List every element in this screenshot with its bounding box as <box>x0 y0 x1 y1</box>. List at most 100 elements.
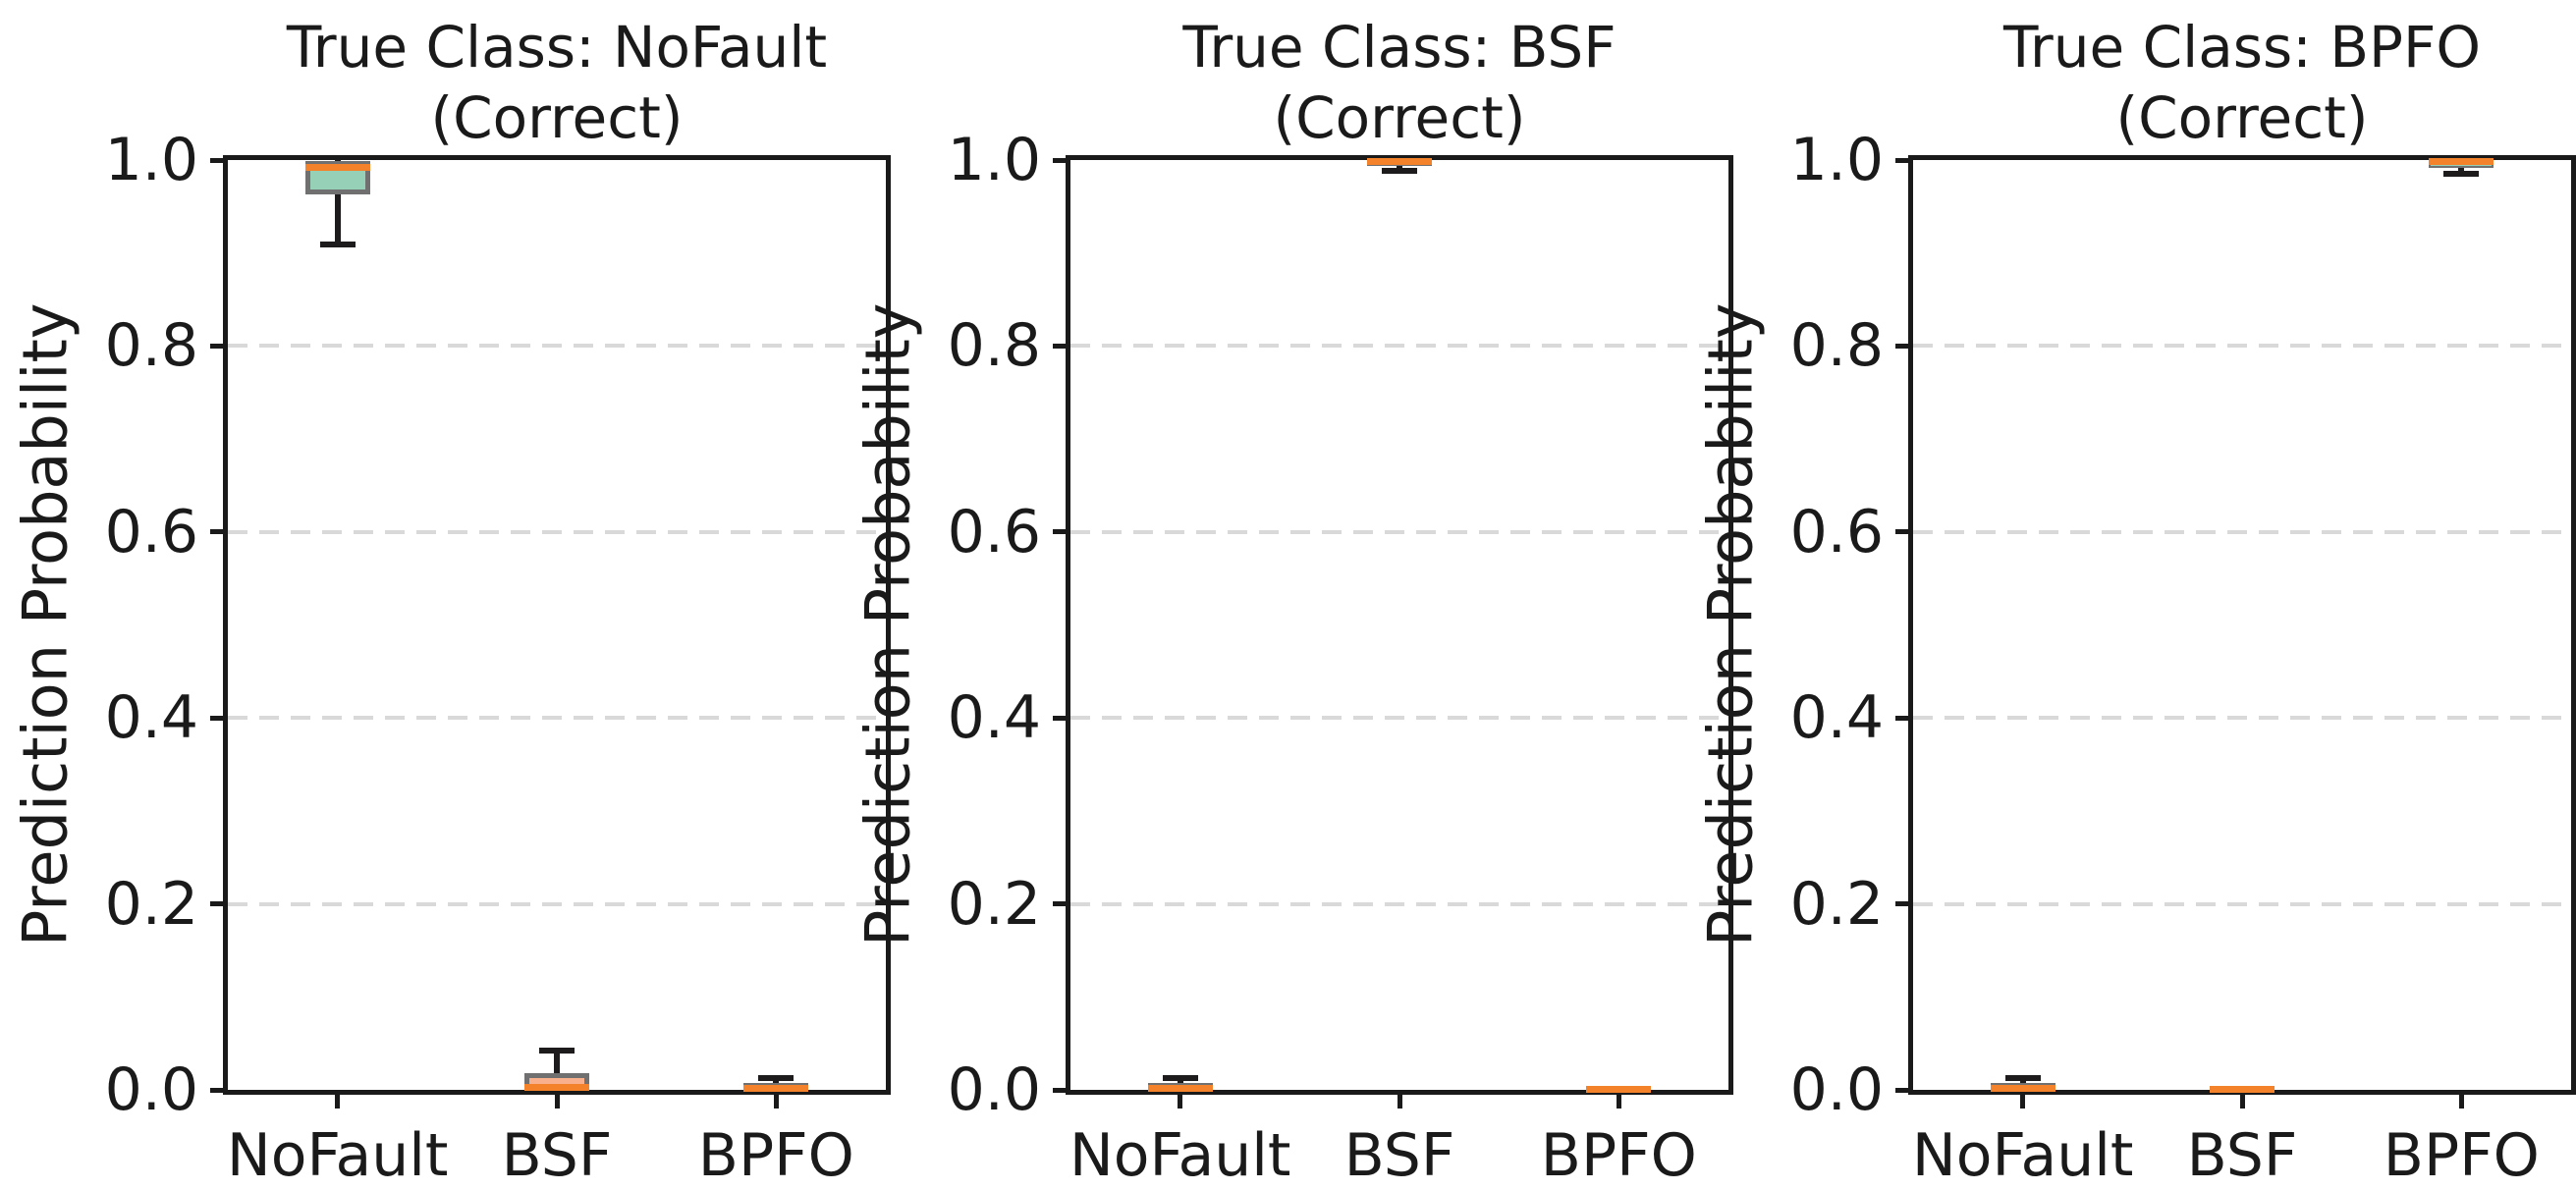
y-tick-label: 0.2 <box>1789 869 1884 939</box>
y-tick-label: 0.0 <box>1789 1055 1884 1124</box>
whisker <box>2019 1077 2026 1084</box>
whisker-cap <box>539 1048 575 1055</box>
subplot-title: True Class: NoFault (Correct) <box>223 12 891 153</box>
y-tick-label: 0.4 <box>947 683 1041 753</box>
y-tick-label: 0.0 <box>947 1055 1041 1124</box>
x-tick-label: NoFault <box>1069 1121 1291 1190</box>
gridline <box>1070 901 1728 906</box>
box <box>1990 1083 2055 1090</box>
median-line <box>1147 1084 1213 1092</box>
box <box>2429 160 2494 168</box>
median-line <box>2210 1085 2275 1093</box>
y-tick-label: 0.6 <box>104 497 198 567</box>
y-tick <box>210 529 223 535</box>
x-tick-label: BSF <box>2186 1121 2298 1190</box>
whisker <box>334 160 341 161</box>
y-tick <box>210 1087 223 1093</box>
y-tick-label: 1.0 <box>104 126 198 194</box>
x-tick-label: BPFO <box>1540 1121 1697 1190</box>
x-tick-label: BSF <box>501 1121 613 1190</box>
y-tick-label: 0.2 <box>947 869 1041 939</box>
subplot-title-line1: True Class: BSF <box>1182 14 1617 81</box>
subplot-title-line1: True Class: BPFO <box>2003 14 2481 81</box>
plot-area: 1.0 0.8 0.6 0.4 0.2 0.0 NoFault BSF BPFO <box>105 126 891 1190</box>
gridline <box>1070 529 1728 534</box>
y-tick-label: 0.8 <box>104 311 198 381</box>
whisker-cap <box>319 242 356 248</box>
median-line <box>304 164 370 172</box>
x-tick <box>1616 1095 1621 1109</box>
median-line <box>2429 158 2494 166</box>
y-tick <box>1053 715 1066 721</box>
whisker-cap <box>2443 171 2480 178</box>
box <box>743 1083 809 1090</box>
whisker <box>554 1051 560 1073</box>
x-tick <box>773 1095 779 1109</box>
x-tick <box>1397 1095 1402 1109</box>
subplot-title-line1: True Class: NoFault <box>286 14 828 81</box>
y-tick <box>1895 529 1908 535</box>
y-tick <box>1053 157 1066 163</box>
x-tick <box>554 1095 560 1109</box>
box <box>2210 1088 2275 1093</box>
whisker-cap <box>2004 1074 2041 1081</box>
y-tick <box>1053 901 1066 907</box>
y-tick <box>210 157 223 163</box>
plot-area: 1.0 0.8 0.6 0.4 0.2 0.0 NoFault BSF BPFO <box>948 126 1733 1190</box>
x-tick-label: NoFault <box>226 1121 449 1190</box>
box <box>524 1072 589 1090</box>
y-tick-label: 0.4 <box>1789 683 1884 753</box>
y-tick <box>1053 529 1066 535</box>
y-tick <box>1053 343 1066 349</box>
y-tick-label: 0.6 <box>947 497 1041 567</box>
whisker-cap <box>1162 1074 1198 1081</box>
y-tick-label: 0.6 <box>1789 497 1884 567</box>
y-axis-label: Prediction Probability <box>9 302 82 947</box>
y-tick-label: 0.2 <box>104 869 198 939</box>
y-tick <box>1895 157 1908 163</box>
subplot-title-line2: (Correct) <box>1273 84 1526 151</box>
gridline <box>1913 716 2571 721</box>
median-line <box>1586 1085 1652 1093</box>
x-tick-label: BPFO <box>697 1121 854 1190</box>
y-axis-label: Prediction Probability <box>851 302 924 947</box>
y-tick-label: 0.4 <box>104 683 198 753</box>
gridline <box>228 529 886 534</box>
subplot-title-line2: (Correct) <box>2115 84 2369 151</box>
whisker-cap <box>758 1074 795 1081</box>
gridline <box>228 344 886 349</box>
gridline <box>1913 529 2571 534</box>
box <box>1367 160 1432 166</box>
box <box>304 160 370 195</box>
whisker-cap <box>1382 168 1417 175</box>
whisker <box>1397 165 1402 172</box>
x-tick-label: BSF <box>1343 1121 1455 1190</box>
box <box>1586 1088 1652 1093</box>
gridline <box>1913 344 2571 349</box>
subplot-title: True Class: BSF (Correct) <box>1066 12 1733 153</box>
whisker <box>773 1077 780 1084</box>
y-tick <box>1895 343 1908 349</box>
plot-area: 1.0 0.8 0.6 0.4 0.2 0.0 NoFault BSF BPFO <box>1790 126 2576 1190</box>
whisker <box>1177 1077 1183 1084</box>
median-line <box>524 1083 589 1091</box>
y-axis-label: Prediction Probability <box>1694 302 1767 947</box>
x-tick-label: BPFO <box>2383 1121 2540 1190</box>
y-tick <box>1895 715 1908 721</box>
y-tick-label: 1.0 <box>947 126 1041 194</box>
y-tick-label: 0.0 <box>104 1055 198 1124</box>
box <box>1147 1083 1213 1090</box>
y-tick-label: 1.0 <box>1789 126 1884 194</box>
x-tick <box>1178 1095 1183 1109</box>
gridline <box>1070 344 1728 349</box>
x-tick <box>2239 1095 2245 1109</box>
median-line <box>1367 158 1432 166</box>
y-tick <box>1053 1087 1066 1093</box>
subplot-title: True Class: BPFO (Correct) <box>1908 12 2576 153</box>
gridline <box>1913 901 2571 906</box>
x-tick <box>2020 1095 2026 1109</box>
gridline <box>228 716 886 721</box>
